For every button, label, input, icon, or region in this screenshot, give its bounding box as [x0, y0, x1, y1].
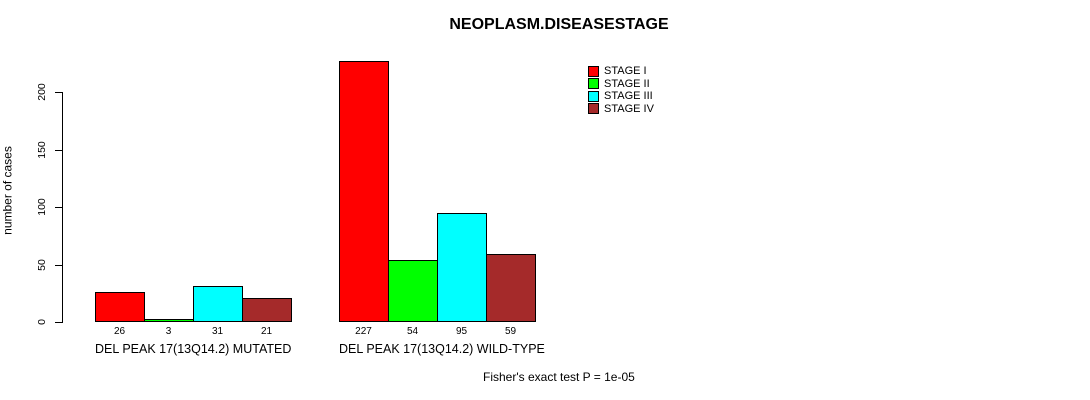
- legend-swatch-stage-i: [588, 65, 599, 77]
- legend-label: STAGE IV: [604, 102, 654, 115]
- bar-value-label: 3: [165, 326, 172, 337]
- bar-value-label: 95: [455, 326, 468, 337]
- y-axis-tick-label: 50: [36, 259, 48, 271]
- y-axis-tick: [55, 92, 62, 93]
- y-axis-tick: [55, 265, 62, 266]
- bar-stage-ii: [388, 260, 438, 322]
- legend-row: STAGE II: [588, 78, 654, 91]
- legend-swatch-stage-iv: [588, 103, 599, 115]
- y-axis-tick: [55, 207, 62, 208]
- legend-swatch-stage-iii: [588, 90, 599, 102]
- legend-label: STAGE I: [604, 65, 647, 77]
- y-axis-label: number of cases: [0, 146, 15, 235]
- group-label-wild-type: DEL PEAK 17(13Q14.2) WILD-TYPE: [339, 342, 545, 356]
- annotation-fisher-test: Fisher's exact test P = 1e-05: [483, 370, 635, 384]
- group-label-mutated: DEL PEAK 17(13Q14.2) MUTATED: [95, 342, 292, 356]
- bar-value-label: 31: [211, 326, 224, 337]
- legend-row: STAGE IV: [588, 103, 654, 116]
- bar-value-label: 227: [355, 326, 372, 337]
- bar-value-label: 26: [113, 326, 126, 337]
- y-axis-tick-label: 100: [36, 198, 48, 216]
- y-axis-tick: [55, 322, 62, 323]
- legend-label: STAGE III: [604, 90, 653, 102]
- bar-stage-iii: [193, 286, 243, 322]
- legend-label: STAGE II: [604, 77, 650, 90]
- bar-stage-i: [339, 61, 389, 322]
- y-axis-tick-label: 0: [36, 319, 48, 325]
- legend-row: STAGE I: [588, 65, 654, 78]
- y-axis-line: [62, 92, 63, 323]
- bar-stage-ii: [144, 319, 194, 322]
- bar-stage-iv: [242, 298, 292, 322]
- legend-row: STAGE III: [588, 90, 654, 103]
- bar-stage-iv: [486, 254, 536, 322]
- bar-stage-iii: [437, 213, 487, 322]
- legend: STAGE I STAGE II STAGE III STAGE IV: [588, 65, 654, 115]
- y-axis-tick-label: 200: [36, 83, 48, 101]
- y-axis-tick-label: 150: [36, 141, 48, 159]
- chart-title: NEOPLASM.DISEASESTAGE: [449, 16, 669, 33]
- bar-value-label: 21: [260, 326, 273, 337]
- bar-value-label: 59: [504, 326, 517, 337]
- bar-value-label: 54: [406, 326, 419, 337]
- legend-swatch-stage-ii: [588, 78, 599, 90]
- y-axis-tick: [55, 150, 62, 151]
- bar-stage-i: [95, 292, 145, 322]
